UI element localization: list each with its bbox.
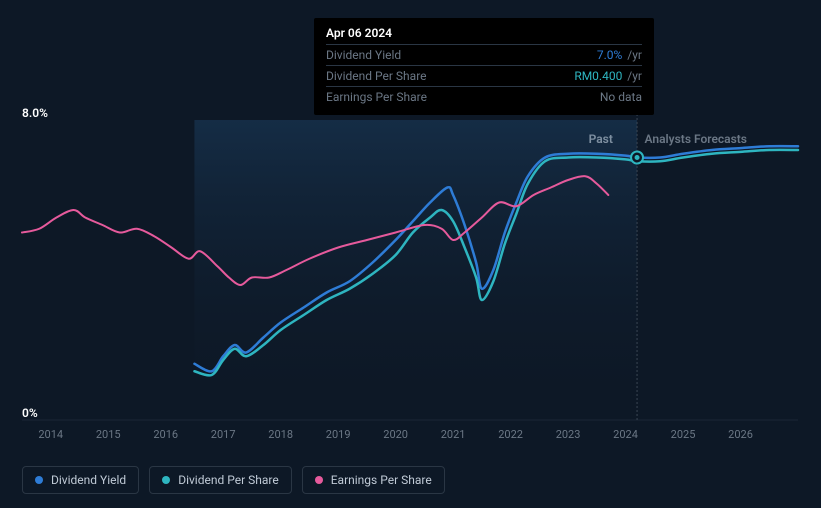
legend-item-label: Earnings Per Share — [331, 473, 432, 487]
tooltip-row-label: Earnings Per Share — [326, 90, 427, 104]
legend-item-dividend-per-share[interactable]: Dividend Per Share — [149, 466, 292, 494]
tooltip-row-label: Dividend Per Share — [326, 69, 427, 83]
chart-legend: Dividend Yield Dividend Per Share Earnings… — [22, 466, 445, 494]
x-axis-tick: 2025 — [671, 428, 696, 441]
tooltip-row-value: 7.0% — [597, 48, 622, 62]
x-axis-tick: 2017 — [211, 428, 236, 441]
tooltip-row: Dividend Yield 7.0% /yr — [326, 44, 642, 65]
tooltip-row-label: Dividend Yield — [326, 48, 401, 62]
x-axis-tick: 2014 — [38, 428, 63, 441]
legend-item-dividend-yield[interactable]: Dividend Yield — [22, 466, 139, 494]
x-axis-tick: 2019 — [326, 428, 351, 441]
x-axis-tick: 2015 — [96, 428, 121, 441]
x-axis-tick: 2023 — [556, 428, 581, 441]
chart-tooltip: Apr 06 2024 Dividend Yield7.0% /yrDivide… — [314, 18, 654, 115]
legend-dot-icon — [162, 476, 170, 484]
x-axis-tick: 2016 — [153, 428, 178, 441]
legend-dot-icon — [35, 476, 43, 484]
dividend-chart: Apr 06 2024 Dividend Yield7.0% /yrDivide… — [0, 0, 821, 508]
x-axis-tick: 2024 — [613, 428, 638, 441]
legend-item-label: Dividend Per Share — [178, 473, 279, 487]
tooltip-row: Earnings Per Share No data — [326, 86, 642, 107]
tooltip-row-suffix: /yr — [624, 48, 642, 62]
x-axis-tick: 2018 — [268, 428, 293, 441]
x-axis-tick: 2020 — [383, 428, 408, 441]
tooltip-row: Dividend Per Share RM0.400 /yr — [326, 65, 642, 86]
legend-dot-icon — [315, 476, 323, 484]
tooltip-row-value: RM0.400 — [574, 69, 622, 83]
x-axis-tick: 2021 — [441, 428, 466, 441]
legend-item-label: Dividend Yield — [51, 473, 126, 487]
legend-item-earnings-per-share[interactable]: Earnings Per Share — [302, 466, 445, 494]
x-axis-tick: 2022 — [498, 428, 523, 441]
tooltip-date: Apr 06 2024 — [326, 26, 642, 40]
tooltip-row-value: No data — [600, 90, 642, 104]
x-axis-tick: 2026 — [728, 428, 753, 441]
tooltip-row-suffix: /yr — [624, 69, 642, 83]
